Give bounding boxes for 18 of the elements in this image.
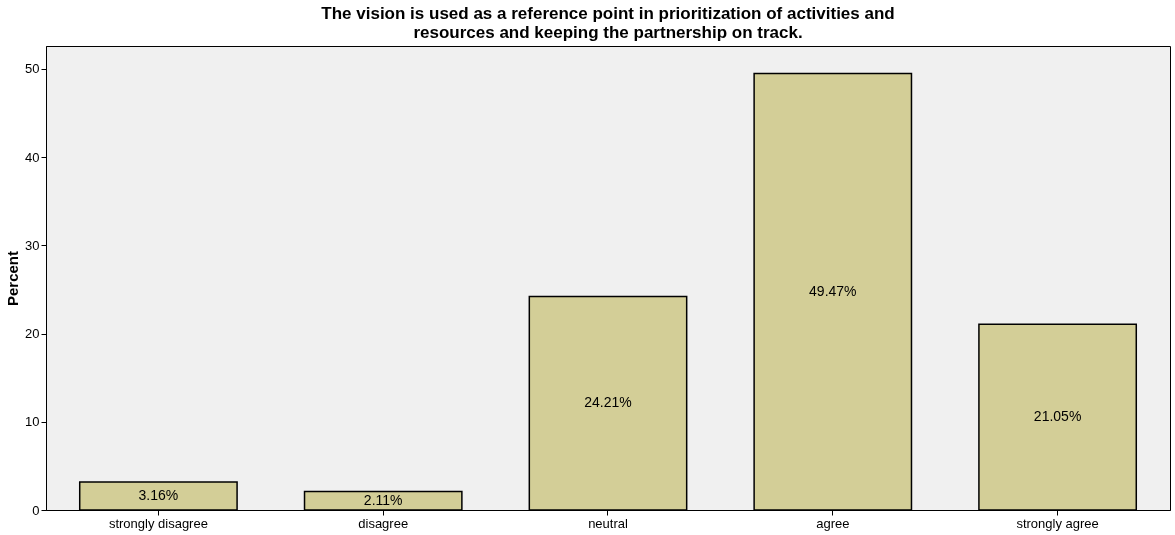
data-label: 21.05% [1033, 408, 1082, 425]
y-tick-label: 40 [25, 149, 40, 165]
data-label: 3.16% [138, 487, 179, 504]
chart-title: The vision is used as a reference point in prioritization of activities and resources and keeping the partnership on track. [321, 4, 895, 42]
x-tick-label: strongly agree [1016, 515, 1099, 531]
x-tick-label: strongly disagree [108, 515, 208, 531]
data-label: 49.47% [809, 282, 857, 299]
data-label: 2.11% [363, 491, 403, 508]
y-tick-label: 0 [32, 502, 40, 518]
x-tick-label: agree [816, 515, 850, 531]
x-tick-label: disagree [358, 515, 409, 531]
x-tick-label: neutral [588, 515, 628, 531]
y-tick-label: 10 [25, 414, 40, 430]
y-tick-label: 50 [25, 61, 40, 77]
y-axis-title: Percent [4, 250, 22, 307]
data-label: 24.21% [584, 394, 632, 411]
y-tick-label: 30 [25, 237, 40, 253]
y-tick-label: 20 [25, 326, 40, 342]
